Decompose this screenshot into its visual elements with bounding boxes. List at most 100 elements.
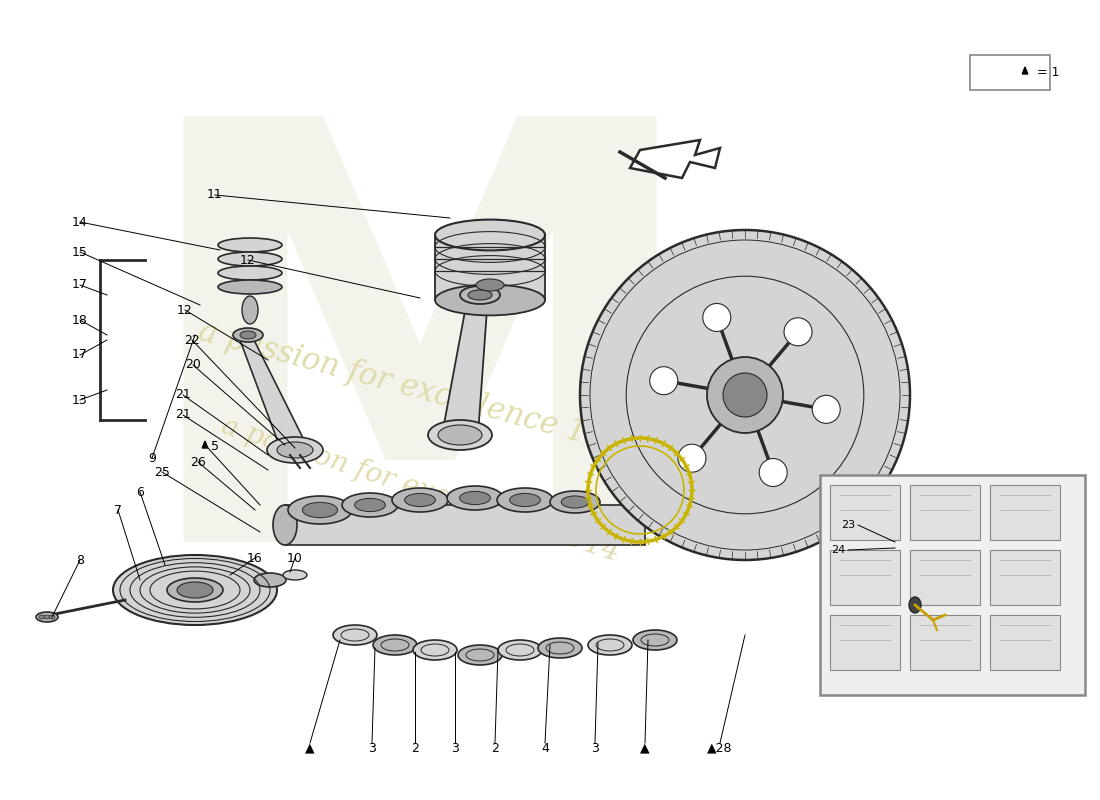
Circle shape (723, 373, 767, 417)
Text: 22: 22 (184, 334, 200, 346)
Polygon shape (910, 550, 980, 605)
Text: 21: 21 (175, 409, 191, 422)
Polygon shape (442, 295, 488, 435)
Ellipse shape (333, 625, 377, 645)
Ellipse shape (342, 493, 398, 517)
Text: 3: 3 (368, 742, 376, 754)
Text: 26: 26 (190, 455, 206, 469)
Polygon shape (830, 550, 900, 605)
Ellipse shape (288, 496, 352, 524)
Circle shape (703, 303, 730, 331)
Ellipse shape (267, 437, 323, 463)
Text: 3: 3 (591, 742, 598, 754)
Polygon shape (202, 441, 208, 448)
Ellipse shape (242, 296, 258, 324)
Ellipse shape (39, 615, 45, 619)
Circle shape (707, 357, 783, 433)
Circle shape (626, 276, 864, 514)
Text: 3: 3 (451, 742, 459, 754)
Polygon shape (240, 340, 309, 450)
Polygon shape (910, 485, 980, 540)
Polygon shape (910, 615, 980, 670)
Circle shape (650, 366, 678, 394)
Ellipse shape (468, 290, 492, 300)
Ellipse shape (434, 219, 544, 250)
FancyBboxPatch shape (970, 55, 1050, 90)
Polygon shape (830, 615, 900, 670)
Ellipse shape (476, 279, 504, 291)
Ellipse shape (218, 238, 282, 252)
Ellipse shape (354, 498, 385, 512)
Text: 16: 16 (248, 551, 263, 565)
Ellipse shape (392, 488, 448, 512)
Circle shape (812, 395, 840, 423)
Ellipse shape (240, 331, 256, 339)
Text: 13: 13 (73, 394, 88, 406)
Polygon shape (630, 140, 720, 178)
Text: 9: 9 (148, 451, 156, 465)
Text: 20: 20 (185, 358, 201, 371)
Text: 2: 2 (411, 742, 419, 754)
Polygon shape (434, 235, 544, 300)
Text: 7: 7 (114, 503, 122, 517)
Text: 12: 12 (177, 303, 192, 317)
Text: a passion for excellence 1914: a passion for excellence 1914 (195, 316, 646, 464)
Circle shape (678, 444, 706, 472)
Circle shape (759, 458, 788, 486)
Ellipse shape (498, 640, 542, 660)
Ellipse shape (218, 280, 282, 294)
Ellipse shape (273, 505, 297, 545)
Text: 11: 11 (207, 189, 223, 202)
Ellipse shape (632, 630, 676, 650)
Ellipse shape (50, 615, 55, 619)
Ellipse shape (373, 635, 417, 655)
Ellipse shape (405, 494, 436, 506)
Ellipse shape (44, 615, 50, 619)
Polygon shape (990, 615, 1060, 670)
Text: 21: 21 (175, 389, 191, 402)
Text: M: M (130, 98, 711, 662)
Ellipse shape (412, 640, 456, 660)
Ellipse shape (254, 573, 286, 587)
Text: 10: 10 (287, 551, 303, 565)
Text: 14: 14 (73, 215, 88, 229)
Ellipse shape (497, 488, 553, 512)
Text: = 1: = 1 (1036, 66, 1059, 78)
Text: 24: 24 (830, 545, 845, 555)
Text: 15: 15 (73, 246, 88, 258)
Ellipse shape (460, 491, 491, 505)
Ellipse shape (447, 486, 503, 510)
Ellipse shape (438, 425, 482, 445)
Text: ▲28: ▲28 (707, 742, 733, 754)
Ellipse shape (177, 582, 213, 598)
Polygon shape (990, 550, 1060, 605)
Ellipse shape (538, 638, 582, 658)
FancyBboxPatch shape (820, 475, 1085, 695)
Ellipse shape (218, 266, 282, 280)
Ellipse shape (218, 252, 282, 266)
Polygon shape (285, 505, 645, 545)
Text: 25: 25 (154, 466, 169, 478)
Polygon shape (990, 485, 1060, 540)
Polygon shape (830, 485, 900, 540)
Ellipse shape (588, 635, 632, 655)
Circle shape (784, 318, 812, 346)
Ellipse shape (277, 442, 313, 458)
Ellipse shape (434, 285, 544, 315)
Ellipse shape (460, 286, 500, 304)
Text: 17: 17 (73, 349, 88, 362)
Text: 2: 2 (491, 742, 499, 754)
Text: 17: 17 (73, 278, 88, 291)
Ellipse shape (283, 570, 307, 580)
Text: ▲: ▲ (305, 742, 315, 754)
Text: 8: 8 (76, 554, 84, 566)
Circle shape (580, 230, 910, 560)
Text: 5: 5 (211, 439, 219, 453)
Text: 18: 18 (73, 314, 88, 326)
Polygon shape (1022, 67, 1027, 74)
Text: ▲: ▲ (640, 742, 650, 754)
Text: a passion for excellence 1914: a passion for excellence 1914 (218, 413, 623, 567)
Ellipse shape (36, 612, 58, 622)
Text: 6: 6 (136, 486, 144, 498)
Ellipse shape (302, 502, 338, 518)
